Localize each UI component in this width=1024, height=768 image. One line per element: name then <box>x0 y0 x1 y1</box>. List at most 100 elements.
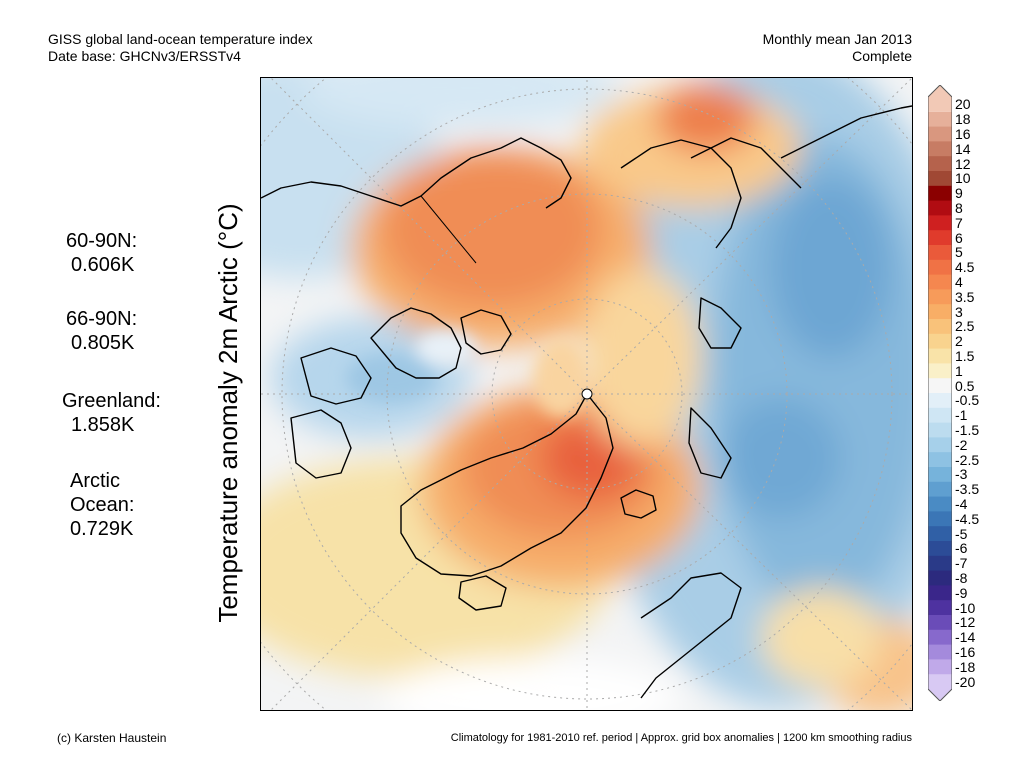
colorbar-tick-label: 10 <box>955 170 971 187</box>
siberia-coast-1 <box>620 139 742 249</box>
colorbar-swatch <box>928 526 952 542</box>
colorbar-tick-label: 20 <box>955 96 971 113</box>
colorbar-swatch <box>928 85 952 112</box>
region-stat-arctic-ocean: Arctic Ocean: 0.729K <box>70 469 134 541</box>
colorbar-swatch <box>928 570 952 586</box>
coastlines <box>261 105 912 699</box>
colorbar-tick-label: 9 <box>955 185 963 202</box>
colorbar-tick-label: 8 <box>955 200 963 216</box>
footnote-text: Climatology for 1981-2010 ref. period | … <box>450 732 912 744</box>
region-value: 0.805K <box>71 332 135 354</box>
colorbar-swatch <box>928 674 952 701</box>
colorbar-tick-label: -0.5 <box>955 392 980 409</box>
status-label: Complete <box>852 48 912 64</box>
colorbar-swatch <box>928 644 952 660</box>
colorbar-swatch <box>928 319 952 335</box>
colorbar-tick-label: -16 <box>955 644 976 660</box>
colorbar-tick-label: -3 <box>955 466 968 483</box>
colorbar-tick-label: -2 <box>955 436 968 453</box>
dataset-label: Date base: GHCNv3/ERSSTv4 <box>48 48 241 64</box>
region-stat-60-90n: 60-90N: 0.606K <box>66 229 137 277</box>
colorbar-swatch <box>928 467 952 483</box>
colorbar-swatch <box>928 333 952 350</box>
colorbar-swatch <box>928 422 952 438</box>
region-name-cont: Ocean: <box>70 494 135 516</box>
anomaly-detail <box>346 330 589 418</box>
colorbar-tick-label: -2.5 <box>955 451 980 468</box>
iceland-coast <box>458 575 507 611</box>
region-name: 66-90N: <box>66 308 138 330</box>
colorbar-swatch <box>928 274 952 290</box>
novaya-zemlya <box>688 407 732 479</box>
colorbar-swatch <box>928 304 952 320</box>
colorbar-tick-label: 14 <box>955 140 971 157</box>
colorbar-tick-label: -4 <box>955 496 968 512</box>
colorbar-tick-label: 3 <box>955 303 963 320</box>
colorbar-tick-label: 16 <box>955 126 971 142</box>
arctic-map <box>260 77 913 711</box>
colorbar-swatch <box>928 555 952 572</box>
colorbar-swatch <box>928 629 952 646</box>
colorbar-tick-label: -4.5 <box>955 510 980 527</box>
svalbard <box>620 489 657 519</box>
colorbar-tick-label: 7 <box>955 214 963 231</box>
graticule <box>261 78 912 710</box>
credit-text: (c) Karsten Haustein <box>57 731 167 745</box>
colorbar-swatch <box>928 600 952 616</box>
colorbar-tick-label: -7 <box>955 555 968 572</box>
colorbar-tick-label: -10 <box>955 599 976 616</box>
north-pole-marker <box>581 388 593 400</box>
colorbar-swatch <box>928 171 952 187</box>
canadian-archipelago-2 <box>460 309 512 355</box>
colorbar-swatch <box>928 185 952 202</box>
colorbar-swatch <box>928 541 952 557</box>
map-title: GISS global land-ocean temperature index <box>48 31 313 47</box>
colorbar-tick-label: 4.5 <box>955 259 975 276</box>
colorbar-tick-label: 18 <box>955 111 971 128</box>
colorbar-swatch <box>928 378 952 394</box>
colorbar-swatch <box>928 585 952 601</box>
colorbar-tick-label: 12 <box>955 155 971 172</box>
colorbar-swatch <box>928 393 952 409</box>
alaska-border <box>420 195 477 264</box>
colorbar-swatch <box>928 615 952 631</box>
colorbar-tick-label: -9 <box>955 584 968 601</box>
siberia-coast-2 <box>690 137 802 189</box>
header-right: Monthly mean Jan 2013 Complete <box>763 31 912 65</box>
colorbar-svg <box>927 84 953 702</box>
colorbar-tick-label: -1.5 <box>955 422 980 438</box>
scandinavia-coast <box>640 572 742 699</box>
siberian-islands <box>698 297 742 349</box>
colorbar-swatch <box>928 126 952 142</box>
colorbar-swatch <box>928 200 952 216</box>
colorbar-tick-label: 2 <box>955 333 963 350</box>
colorbar-tick-label: -1 <box>955 407 968 424</box>
colorbar-swatch <box>928 141 952 157</box>
colorbar-swatch <box>928 407 952 424</box>
canadian-archipelago-3 <box>300 347 372 405</box>
colorbar-swatch <box>928 230 952 246</box>
north-america-coast-west <box>261 137 572 209</box>
colorbar-tick-label: 1.5 <box>955 348 975 364</box>
colorbar-tick-label: -20 <box>955 673 976 690</box>
colorbar <box>927 84 953 702</box>
colorbar-tick-label: -18 <box>955 658 976 675</box>
colorbar-tick-label: 3.5 <box>955 288 975 305</box>
colorbar-swatch <box>928 348 952 364</box>
colorbar-tick-label: 2.5 <box>955 318 975 335</box>
y-axis-label: Temperature anomaly 2m Arctic (°C) <box>213 203 243 623</box>
map-svg <box>261 78 912 710</box>
colorbar-tick-label: -12 <box>955 614 976 631</box>
colorbar-tick-label: -5 <box>955 525 968 542</box>
hudson-bay-coast <box>290 409 352 479</box>
colorbar-swatch <box>928 437 952 453</box>
region-stat-66-90n: 66-90N: 0.805K <box>66 307 137 355</box>
colorbar-swatch <box>928 452 952 468</box>
greenland-coast <box>400 393 614 577</box>
colorbar-tick-label: 5 <box>955 244 963 261</box>
colorbar-tick-label: -3.5 <box>955 481 980 498</box>
region-stat-greenland: Greenland: 1.858K <box>62 389 161 437</box>
canadian-archipelago-1 <box>370 307 462 379</box>
period-label: Monthly mean Jan 2013 <box>762 31 912 47</box>
colorbar-tick-label: -8 <box>955 570 968 586</box>
